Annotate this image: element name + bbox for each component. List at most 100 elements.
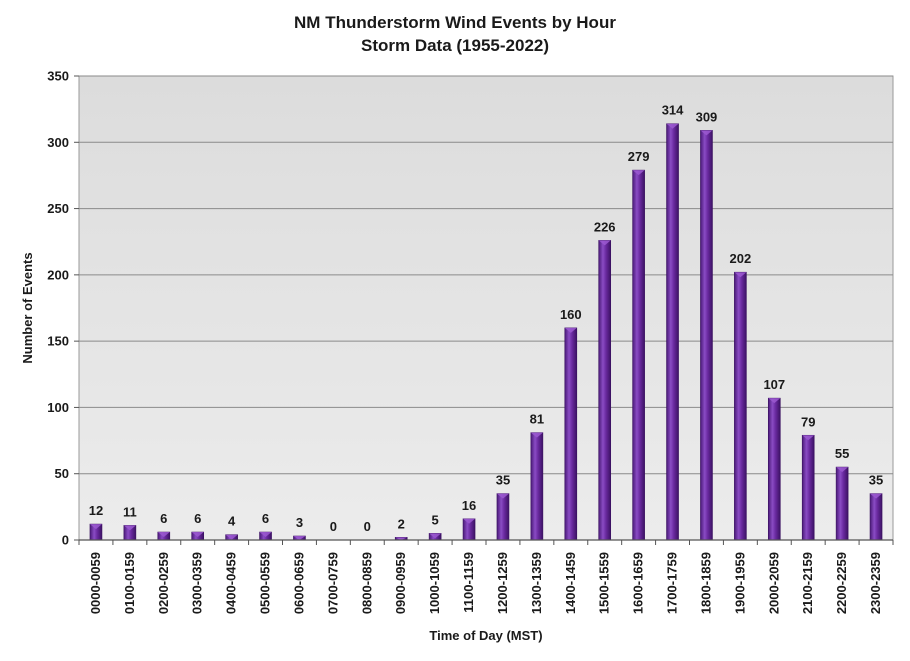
data-label: 35 xyxy=(496,473,510,488)
x-tick-label: 2200-2259 xyxy=(834,552,849,614)
y-tick-label: 300 xyxy=(47,135,69,150)
x-tick-label: 0900-0959 xyxy=(393,552,408,614)
bar-top xyxy=(632,170,645,176)
data-label: 2 xyxy=(398,516,405,531)
x-tick-label: 1200-1259 xyxy=(495,552,510,614)
data-label: 5 xyxy=(432,512,439,527)
bar xyxy=(869,493,883,541)
data-label: 0 xyxy=(364,519,371,534)
x-tick-label: 2000-2059 xyxy=(766,552,781,614)
bar-top xyxy=(666,123,679,129)
bar xyxy=(632,169,645,541)
bar-top xyxy=(700,130,713,136)
bar xyxy=(530,432,544,541)
y-tick-label: 350 xyxy=(47,69,69,84)
data-label: 6 xyxy=(262,511,269,526)
x-tick-label: 1100-1159 xyxy=(461,552,476,613)
y-tick-label: 250 xyxy=(47,201,69,216)
bar-top xyxy=(598,240,611,246)
bar xyxy=(564,327,578,541)
bar xyxy=(801,434,815,541)
y-tick-label: 150 xyxy=(47,334,69,349)
bar-top xyxy=(191,532,204,538)
x-tick-label: 1400-1459 xyxy=(563,552,578,614)
bar-top xyxy=(870,493,883,499)
bar-top xyxy=(123,525,136,531)
y-tick-labels: 0 50 100 150 200 250 300 350 xyxy=(47,69,79,548)
bar-top xyxy=(157,532,170,538)
x-tick-label: 2100-2159 xyxy=(800,552,815,614)
x-tick-label: 0500-0559 xyxy=(258,552,273,614)
bar-top xyxy=(463,518,476,524)
y-tick-label: 200 xyxy=(47,267,69,282)
bar-top xyxy=(259,532,272,538)
y-axis-title: Number of Events xyxy=(20,252,35,363)
bar-top xyxy=(395,537,408,540)
x-tick-label: 1700-1759 xyxy=(665,552,680,614)
x-tick-label: 0800-0859 xyxy=(359,552,374,614)
bar-top xyxy=(89,524,102,530)
bar xyxy=(496,493,510,541)
data-label: 202 xyxy=(730,251,752,266)
data-label: 55 xyxy=(835,446,849,461)
y-tick-label: 0 xyxy=(62,533,69,548)
data-label: 226 xyxy=(594,219,616,234)
data-label: 160 xyxy=(560,307,582,322)
x-tick-label: 1500-1559 xyxy=(597,552,612,614)
x-tick-label: 0100-0159 xyxy=(122,552,137,614)
bar xyxy=(598,240,612,541)
x-tick-label: 0400-0459 xyxy=(224,552,239,614)
data-label: 4 xyxy=(228,514,236,529)
data-label: 81 xyxy=(530,412,544,427)
data-label: 279 xyxy=(628,149,650,164)
x-tick-label: 1600-1659 xyxy=(631,552,646,614)
bar-top xyxy=(734,272,747,278)
bar-top xyxy=(530,432,543,438)
x-tick-label: 2300-2359 xyxy=(868,552,883,614)
bars xyxy=(89,123,883,541)
bar-top xyxy=(802,435,815,441)
data-label: 6 xyxy=(194,511,201,526)
x-tick-label: 0200-0259 xyxy=(156,552,171,614)
data-label: 309 xyxy=(696,109,718,124)
data-label: 314 xyxy=(662,103,684,118)
x-tick-label: 0600-0659 xyxy=(291,552,306,614)
bar-top xyxy=(429,533,442,539)
bar xyxy=(767,397,781,541)
data-label: 11 xyxy=(123,504,137,519)
x-tick-label: 1000-1059 xyxy=(427,552,442,614)
data-label: 107 xyxy=(763,377,785,392)
bar-top xyxy=(293,536,306,540)
x-tick-label: 0700-0759 xyxy=(325,552,340,614)
data-label: 6 xyxy=(160,511,167,526)
data-label: 0 xyxy=(330,519,337,534)
x-tick-label: 0300-0359 xyxy=(190,552,205,614)
bar-top xyxy=(768,398,781,404)
data-label: 3 xyxy=(296,515,303,530)
bar-top xyxy=(225,534,238,540)
data-label: 79 xyxy=(801,414,815,429)
y-tick-label: 50 xyxy=(55,466,69,481)
x-tick-label: 0000-0059 xyxy=(88,552,103,614)
x-tick-labels: 0000-0059 0100-0159 0200-0259 0300-0359 0400… xyxy=(78,540,894,614)
plot-area xyxy=(78,75,894,541)
bar xyxy=(835,466,849,541)
bar xyxy=(700,130,713,541)
data-label: 35 xyxy=(869,473,883,488)
chart-subtitle: Storm Data (1955-2022) xyxy=(361,36,549,55)
x-axis-title: Time of Day (MST) xyxy=(429,628,542,643)
bar xyxy=(734,271,747,541)
y-tick-label: 100 xyxy=(47,400,69,415)
gridlines xyxy=(79,75,893,475)
x-tick-label: 1800-1859 xyxy=(698,552,713,614)
x-tick-label: 1300-1359 xyxy=(529,552,544,614)
bar xyxy=(666,123,679,541)
data-label: 16 xyxy=(462,498,476,513)
x-tick-label: 1900-1959 xyxy=(732,552,747,614)
bar-top xyxy=(496,493,509,499)
data-labels: 12 11 6 6 4 6 3 0 0 2 5 16 35 81 160 226 279 314 309 202 107… xyxy=(89,103,884,534)
data-label: 12 xyxy=(89,503,103,518)
bar-top xyxy=(564,327,577,333)
chart-title: NM Thunderstorm Wind Events by Hour xyxy=(294,13,616,32)
